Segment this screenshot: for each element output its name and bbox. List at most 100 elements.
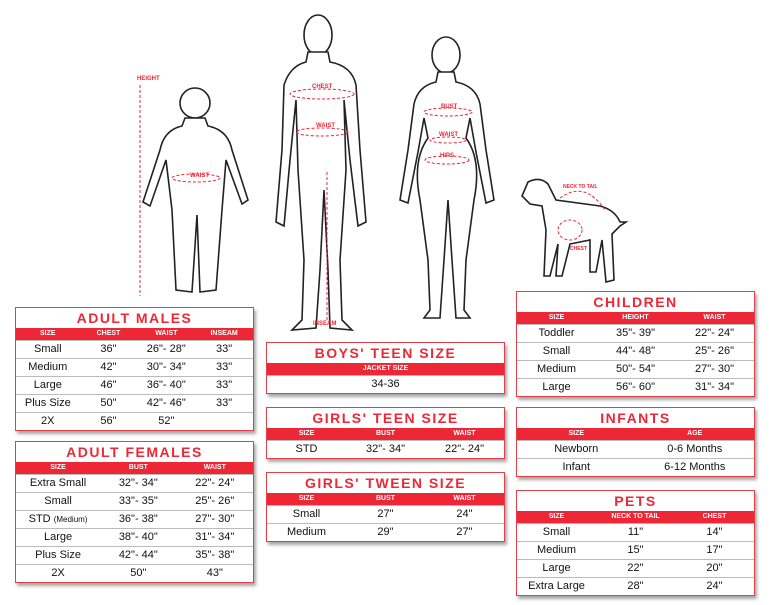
table-cell: 33"	[216, 343, 233, 355]
table-cell: 31"- 34"	[195, 531, 235, 543]
table-header-row: SIZE HEIGHT WAIST	[517, 312, 754, 324]
table-cell: 50"	[100, 397, 117, 409]
table-row: Plus Size 50" 42"- 46" 33"	[16, 394, 253, 412]
table-row: Medium 50"- 54" 27"- 30"	[517, 360, 754, 378]
dog-figure	[521, 178, 629, 284]
table-cell: 30"- 34"	[146, 361, 186, 373]
table-row: Toddler 35"- 39" 22"- 24"	[517, 324, 754, 342]
table-cell: 42"	[100, 361, 117, 373]
table-cell: 27"- 30"	[695, 363, 734, 375]
table-cell: 36"- 40"	[146, 379, 186, 391]
table-cell: Small	[542, 526, 571, 538]
table-cell: 36"- 38"	[118, 513, 158, 525]
table-cell: Extra Large	[528, 580, 585, 592]
table-cell: STD (Medium)	[28, 513, 88, 525]
table-title: ADULT MALES	[76, 310, 193, 326]
table-row: STD 32"- 34" 22"- 24"	[267, 440, 504, 458]
table-title: GIRLS' TWEEN SIZE	[304, 475, 467, 491]
table-cell: 24"	[706, 580, 723, 592]
table-cell: 14"	[706, 526, 723, 538]
table-cell: Medium	[536, 363, 577, 375]
adult-males-table: ADULT MALES SIZE CHEST WAIST INSEAM Small 36" 2…	[15, 307, 254, 431]
table-header-row: JACKET SIZE	[267, 363, 504, 375]
table-cell: 25"- 26"	[195, 495, 235, 507]
child-figure	[142, 87, 249, 293]
table-row: Infant 6-12 Months	[517, 458, 754, 476]
table-cell: 36"	[100, 343, 117, 355]
table-row: STD (Medium) 36"- 38" 27"- 30"	[16, 510, 253, 528]
table-title: ADULT FEMALES	[66, 444, 203, 460]
girls-teen-table: GIRLS' TEEN SIZE SIZE BUST WAIST STD 32"- 34"…	[266, 407, 505, 459]
table-cell: 42"- 46"	[146, 397, 186, 409]
column-header: BUST	[375, 495, 396, 502]
table-cell: Medium	[28, 361, 68, 373]
table-cell: 27"- 30"	[195, 513, 235, 525]
table-row: Large 56"- 60" 31"- 34"	[517, 378, 754, 396]
table-cell: 50"- 54"	[616, 363, 655, 375]
table-row: 34-36	[267, 375, 504, 393]
column-header: INSEAM	[210, 330, 238, 337]
height-label: HEIGHT	[137, 76, 160, 82]
child-waist-measure	[171, 173, 221, 183]
hips-measure	[424, 155, 470, 165]
table-row: Newborn 0-6 Months	[517, 440, 754, 458]
table-cell: 44"- 48"	[616, 345, 655, 357]
dog-chest-measure	[557, 219, 583, 241]
table-cell: 0-6 Months	[667, 443, 723, 455]
table-cell: 17"	[706, 544, 723, 556]
table-cell	[195, 413, 253, 430]
table-cell: Extra Small	[29, 477, 87, 489]
table-row: Small 11" 14"	[517, 523, 754, 541]
inseam-label: INSEAM	[313, 321, 337, 327]
table-row: Plus Size 42"- 44" 35"- 38"	[16, 546, 253, 564]
table-cell: Medium	[536, 544, 577, 556]
column-header: SIZE	[298, 430, 315, 437]
column-header: SIZE	[50, 464, 66, 471]
woman-waist-label: WAIST	[439, 132, 458, 138]
table-cell: 42"- 44"	[118, 549, 158, 561]
children-table: CHILDREN SIZE HEIGHT WAIST Toddler 35"- 39" 22…	[516, 291, 755, 397]
table-header-row: SIZE AGE	[517, 428, 754, 440]
table-cell: 25"- 26"	[695, 345, 734, 357]
man-waist-measure	[295, 127, 349, 137]
table-cell: 27"	[377, 508, 394, 520]
table-cell: Large	[33, 379, 62, 391]
infants-table: INFANTS SIZE AGE Newborn 0-6 Months Infant 6-1…	[516, 407, 755, 477]
table-title: CHILDREN	[593, 294, 678, 310]
table-row: Extra Small 32"- 34" 22"- 24"	[16, 474, 253, 492]
table-title: INFANTS	[600, 410, 671, 426]
table-cell: 32"- 34"	[366, 443, 405, 455]
table-cell: 29"	[377, 526, 394, 538]
column-header: SIZE	[298, 495, 315, 502]
table-row: Small 27" 24"	[267, 505, 504, 523]
column-header: BUST	[375, 430, 396, 437]
column-header: WAIST	[703, 314, 726, 321]
table-cell: 27"	[456, 526, 473, 538]
column-header: CHEST	[96, 330, 121, 337]
table-cell: 33"	[216, 361, 233, 373]
column-header: WAIST	[453, 495, 476, 502]
table-cell: 22"- 24"	[445, 443, 484, 455]
table-row: Large 22" 20"	[517, 559, 754, 577]
column-header: SIZE	[40, 330, 56, 337]
table-cell: 35"- 38"	[195, 549, 235, 561]
column-header: HEIGHT	[622, 314, 649, 321]
table-cell: Large	[43, 531, 73, 543]
table-cell: 31"- 34"	[695, 381, 734, 393]
hips-label: HIPS	[440, 153, 455, 159]
chest-label: CHEST	[312, 84, 333, 90]
table-cell: Newborn	[554, 443, 599, 455]
table-cell: 11"	[627, 526, 644, 538]
column-header: CHEST	[702, 513, 727, 520]
table-header-row: SIZE BUST WAIST	[16, 462, 253, 474]
table-cell: 26"- 28"	[146, 343, 186, 355]
table-cell: 2X	[51, 567, 65, 579]
table-cell: 33"- 35"	[118, 495, 158, 507]
table-cell: 24"	[456, 508, 473, 520]
table-cell: 6-12 Months	[664, 461, 726, 473]
neck-to-tail-label: NECK TO TAIL	[563, 184, 598, 190]
table-cell: Small	[44, 495, 72, 507]
table-header-row: SIZE CHEST WAIST INSEAM	[16, 328, 253, 340]
table-cell: 22"- 24"	[195, 477, 235, 489]
